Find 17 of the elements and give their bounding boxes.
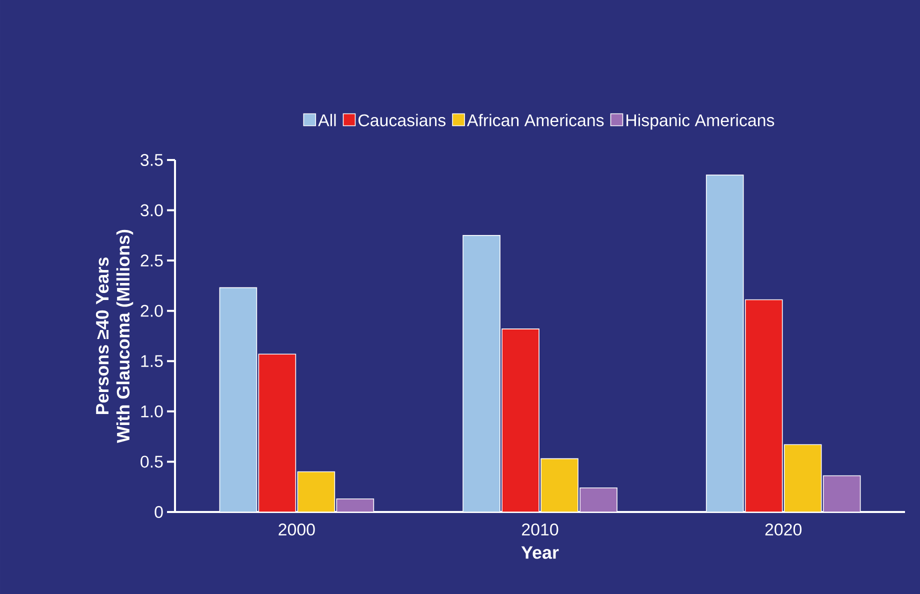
y-tick-label: 0.5 [140,456,163,468]
legend-label: All [318,114,336,126]
y-axis-title: Persons ≥40 Years With Glaucoma (Millions) [96,230,134,443]
x-axis-title: Year [521,546,559,559]
y-tick-label: 3.5 [140,154,163,166]
y-tick-label: 1.5 [141,355,163,368]
y-tick-label: 2.0 [140,304,163,317]
legend-label: Hispanic Americans [626,114,774,130]
legend-label: Caucasians [358,114,446,126]
legend-label: African Americans [466,114,604,126]
y-tick-label: 3.0 [140,204,163,216]
y-tick-label: 2.5 [140,254,163,267]
x-tick-label: 2020 [765,524,802,536]
x-tick-label: 2010 [522,524,558,536]
x-tick-label: 2000 [278,524,315,536]
y-tick-label: 1.0 [141,405,163,418]
y-tick-label: 0 [154,506,163,518]
